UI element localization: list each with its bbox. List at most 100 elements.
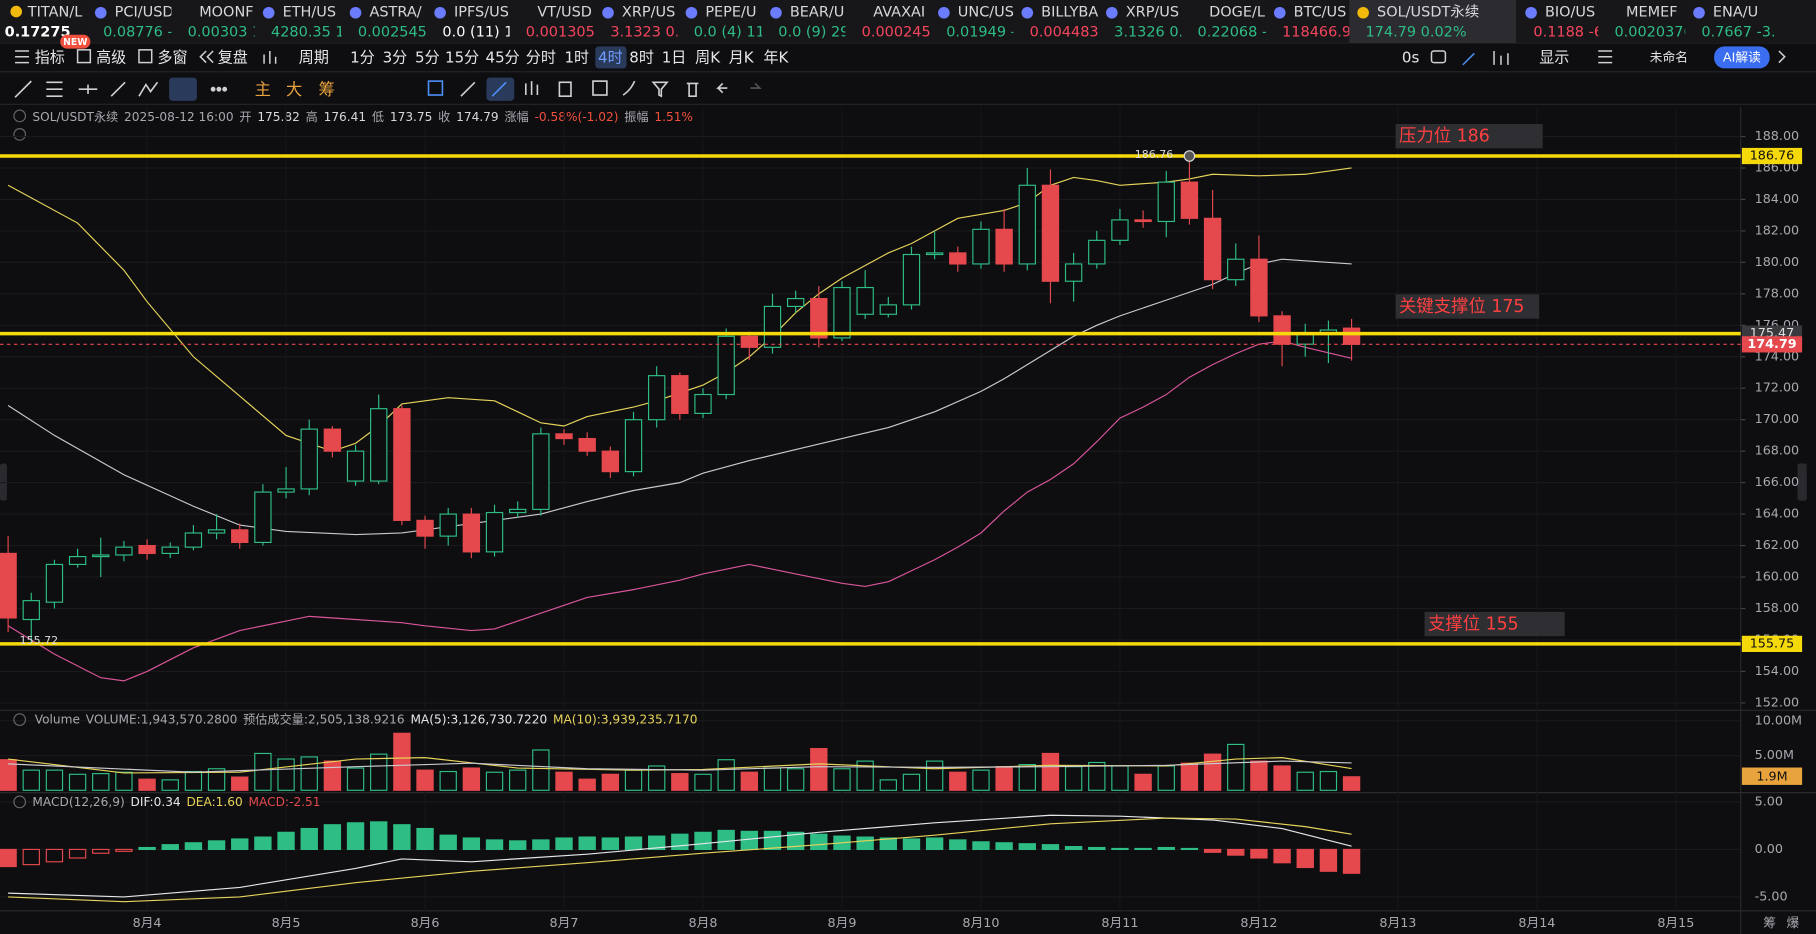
tab[interactable] — [1598, 0, 1684, 43]
toolbar-item[interactable]: 分时 — [526, 48, 556, 66]
toolbar-item[interactable]: 高级 — [96, 48, 126, 66]
tool-wave[interactable] — [138, 81, 159, 97]
tab-quote[interactable]: 0.08776 -0 — [103, 24, 182, 40]
tab-name[interactable]: MOONF — [199, 5, 253, 21]
tab-quote[interactable]: 118466.9 — [1282, 24, 1351, 40]
annotation-text[interactable]: 关键支撑位 175 — [1399, 297, 1524, 317]
tab-name[interactable]: AVAXAI — [873, 5, 925, 21]
tool-magnet[interactable] — [592, 80, 608, 96]
tab-name[interactable]: TITAN/L — [27, 5, 82, 21]
annotation-text[interactable]: 支撑位 155 — [1428, 615, 1519, 635]
icon-advanced[interactable] — [76, 49, 92, 64]
tab-quote[interactable]: 0.17275 — [5, 24, 71, 40]
annotation-text[interactable]: 压力位 186 — [1399, 127, 1490, 147]
toolbar-right-item[interactable]: 0s — [1402, 48, 1420, 66]
tab-quote[interactable]: 4280.35 1 — [271, 24, 345, 40]
corner-label[interactable]: 爆 — [1786, 916, 1799, 931]
tab-name[interactable]: ETH/US — [283, 5, 337, 21]
tab-quote[interactable]: 0.0 (4) 1117 — [694, 24, 784, 40]
tab-name[interactable]: IPFS/US — [454, 5, 509, 21]
tab-quote[interactable]: 0.0025457 — [358, 24, 436, 40]
annotation-box[interactable] — [1395, 294, 1540, 319]
tab-name[interactable]: XRP/US — [622, 5, 675, 21]
tab-name[interactable]: BILLYBA — [1041, 5, 1098, 21]
tab-quote[interactable]: 0.22068 -( — [1198, 24, 1273, 40]
toolbar-item[interactable]: 15分 — [445, 48, 479, 66]
tab-name[interactable]: UNC/US — [958, 5, 1014, 21]
toolbar-item[interactable]: 1分 — [350, 48, 375, 66]
tool-more[interactable] — [210, 86, 216, 92]
pane-icon[interactable] — [13, 795, 27, 809]
tab-quote[interactable]: 0.0002453 — [862, 24, 940, 40]
icon-draw[interactable] — [1462, 52, 1475, 66]
icon-camera[interactable] — [1430, 50, 1447, 64]
tab-quote[interactable]: 3.1323 0.1 — [610, 24, 688, 40]
toolbar-icons[interactable] — [15, 46, 1786, 69]
tab-name[interactable]: ASTRA/ — [369, 5, 421, 21]
icon-window[interactable] — [138, 49, 153, 64]
tool-filter[interactable] — [651, 81, 669, 98]
tool-curve[interactable] — [622, 80, 636, 96]
tab[interactable] — [171, 0, 254, 43]
tab-name[interactable]: BEAR/U — [790, 5, 844, 21]
tool-ray[interactable] — [78, 84, 98, 94]
ai-button[interactable] — [1714, 46, 1770, 69]
pane-icon[interactable] — [13, 713, 27, 726]
tool-active[interactable] — [486, 77, 515, 101]
annotation-box[interactable] — [1395, 123, 1543, 149]
tool-select[interactable] — [427, 80, 444, 96]
tab-name[interactable]: BIO/US — [1545, 5, 1595, 21]
tab-quote[interactable]: 0.7667 -3. — [1701, 24, 1775, 40]
tool-pencil[interactable] — [491, 81, 507, 97]
tab-quote[interactable]: 0.0 (9) 2927 — [778, 24, 868, 40]
toolbar-item[interactable]: 月K — [729, 48, 755, 66]
icon-collapse[interactable] — [1778, 50, 1786, 64]
tab-name[interactable]: VT/USD — [537, 5, 592, 21]
icon-indicator[interactable] — [15, 50, 29, 64]
tool-text-active[interactable] — [169, 77, 197, 101]
tab-name[interactable]: BTC/US — [1294, 5, 1347, 21]
tab-name[interactable]: PCI/USD — [115, 5, 174, 21]
tab[interactable] — [509, 0, 593, 43]
tool-delete[interactable] — [686, 82, 699, 97]
tool-undo[interactable] — [716, 82, 728, 94]
tool-more[interactable] — [216, 86, 222, 92]
toolbar-item[interactable]: 指标 — [35, 48, 65, 66]
icon-replay[interactable] — [199, 50, 214, 64]
tab-quote[interactable]: 0.1188 -6. — [1533, 24, 1607, 40]
icon-period[interactable] — [263, 50, 277, 64]
toolbar-item[interactable]: 多窗 — [158, 48, 188, 66]
toolbar-item[interactable]: 周期 — [299, 48, 329, 66]
icon-settings[interactable] — [1598, 50, 1613, 64]
tab-name[interactable]: DOGE/L — [1209, 5, 1265, 21]
toolbar-item[interactable]: 5分 — [415, 48, 440, 66]
tab-quote[interactable]: 0.004483 — [1030, 24, 1099, 40]
tab-name[interactable]: PEPE/U — [705, 5, 756, 21]
tab-quote[interactable]: 0.0 (11) 1 - — [442, 24, 523, 40]
toolbar-right-item[interactable]: AI解读 — [1723, 50, 1761, 65]
toolbar-right-item[interactable]: 显示 — [1539, 48, 1569, 66]
toolbar-item[interactable]: 45分 — [486, 48, 520, 66]
chart-tool[interactable]: 大 — [286, 80, 302, 99]
annotation-box[interactable] — [1424, 611, 1565, 637]
tool-more[interactable] — [222, 86, 228, 92]
tab-quote[interactable]: 0.00303 1' — [188, 24, 266, 40]
draw-tools[interactable] — [14, 77, 762, 101]
tab[interactable] — [845, 0, 929, 43]
toolbar-item[interactable]: 复盘 — [218, 48, 248, 66]
toolbar-item[interactable]: 年K — [764, 48, 790, 66]
tool-bars[interactable] — [524, 81, 539, 96]
tab-name[interactable]: XRP/US — [1126, 5, 1179, 21]
corner-label[interactable]: 筹 — [1763, 915, 1776, 931]
tab[interactable] — [1181, 0, 1265, 43]
tab-quote[interactable]: 174.79 0.02% — [1365, 24, 1466, 40]
tab[interactable] — [1685, 0, 1815, 43]
tab-name[interactable]: SOL/USDT永续 — [1377, 4, 1479, 21]
tool-hlines[interactable] — [46, 81, 63, 97]
tool-lock[interactable] — [558, 81, 572, 97]
chart-tool[interactable]: 主 — [255, 80, 271, 99]
toolbar-item[interactable]: 周K — [695, 48, 721, 66]
toolbar-item[interactable]: 1时 — [564, 48, 589, 66]
tab-quote[interactable]: 0.01949 -' — [946, 24, 1020, 40]
icon-chart[interactable] — [1493, 50, 1509, 65]
